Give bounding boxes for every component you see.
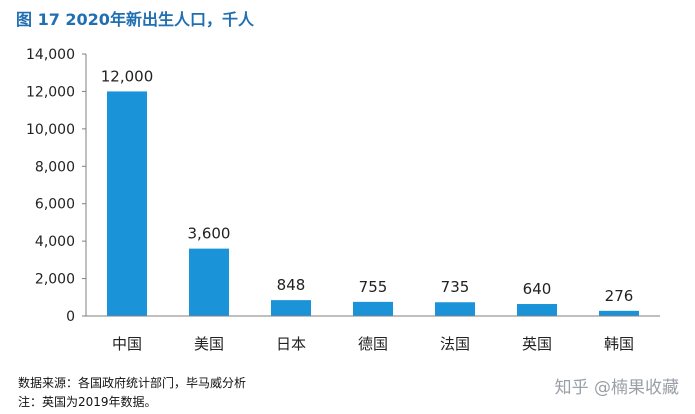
category-label: 法国 (440, 335, 470, 353)
bar-chart: 02,0004,0006,0008,00010,00012,00014,000 … (26, 47, 660, 353)
category-label: 英国 (522, 335, 552, 353)
bars-group: 12,000 3,600 848 755 735 640 276 (101, 67, 639, 316)
category-label: 日本 (276, 335, 306, 353)
category-label: 韩国 (604, 335, 634, 353)
bar-1 (189, 248, 229, 316)
source-note: 数据来源：各国政府统计部门，毕马威分析 (18, 376, 247, 390)
y-tick-label: 8,000 (35, 159, 75, 175)
y-tick-label: 0 (66, 309, 75, 325)
data-label: 640 (523, 280, 552, 298)
bar-3 (353, 301, 393, 316)
x-axis: 中国 美国 日本 德国 法国 英国 韩国 (86, 315, 660, 353)
data-label: 3,600 (188, 225, 231, 243)
footnotes: 数据来源：各国政府统计部门，毕马威分析 注：英国为2019年数据。 (18, 374, 246, 412)
bar-6 (599, 310, 639, 316)
bar-5 (517, 304, 557, 316)
y-tick-label: 10,000 (26, 122, 75, 138)
y-tick-label: 14,000 (26, 47, 75, 63)
y-tick-label: 6,000 (35, 197, 75, 213)
data-label: 276 (605, 287, 634, 305)
y-tick-label: 4,000 (35, 234, 75, 250)
data-label: 848 (277, 276, 306, 294)
bar-0 (107, 91, 147, 316)
category-label: 中国 (112, 335, 142, 353)
y-tick-label: 2,000 (35, 272, 75, 288)
data-label: 735 (441, 278, 470, 296)
y-tick-label: 12,000 (26, 84, 75, 100)
data-note: 注：英国为2019年数据。 (18, 395, 157, 409)
y-axis: 0 2,000 4,000 6,000 8,000 10,000 12,000 14,000 (26, 47, 87, 325)
bar-4 (435, 302, 475, 316)
watermark: 知乎 @楠果收藏 (554, 378, 679, 398)
category-label: 德国 (358, 335, 388, 353)
data-label: 755 (359, 278, 388, 296)
chart-title: 图 17 2020年新出生人口，千人 (16, 10, 254, 29)
category-label: 美国 (194, 335, 224, 353)
data-label: 12,000 (101, 67, 154, 85)
bar-2 (271, 300, 311, 316)
